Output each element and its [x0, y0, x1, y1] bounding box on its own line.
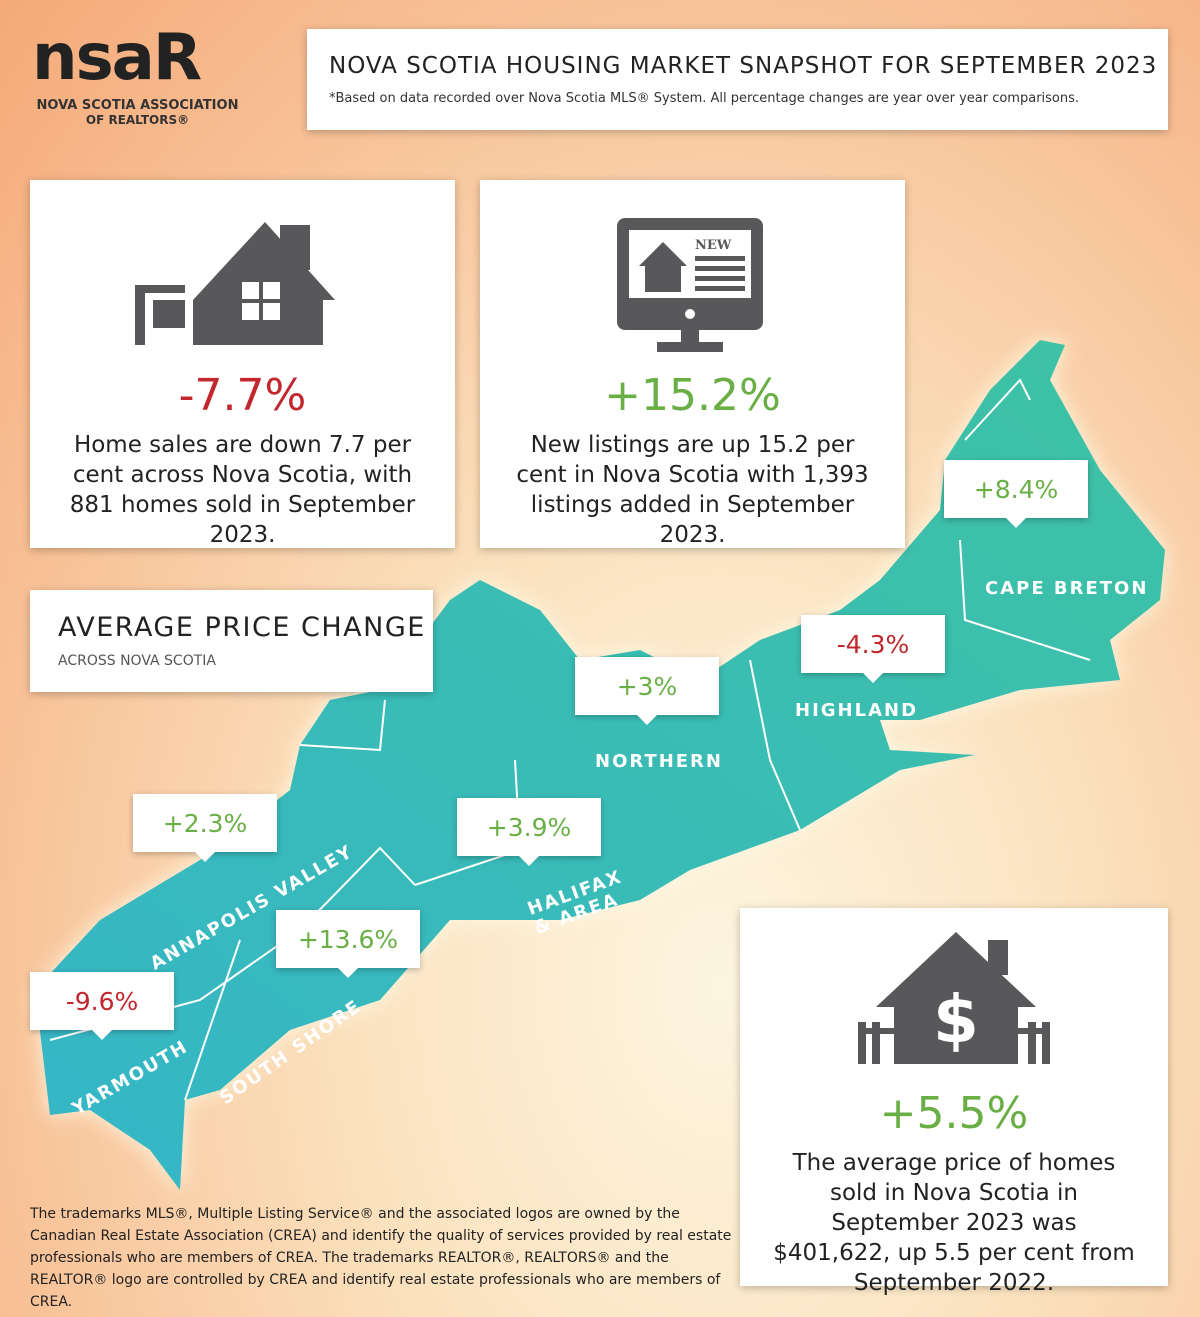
- region-name: NORTHERN: [595, 751, 723, 772]
- stat-text: Home sales are down 7.7 per cent across …: [69, 432, 416, 548]
- stat-card: -7.7% Home sales are down 7.7 per cent a…: [30, 180, 455, 548]
- svg-text:NEW: NEW: [695, 238, 732, 253]
- region-change: +8.4%: [944, 460, 1088, 528]
- region-change: -9.6%: [30, 972, 174, 1040]
- stat-value: +15.2%: [604, 370, 781, 421]
- region-change: +3.9%: [457, 798, 601, 866]
- logo-name: OF REALTORS®: [85, 113, 190, 127]
- logo-name: NOVA SCOTIA ASSOCIATION: [36, 98, 239, 113]
- price-icon: $: [858, 932, 1050, 1064]
- stat-value: -7.7%: [178, 370, 307, 421]
- region-change: +3%: [575, 657, 719, 725]
- region-name: HIGHLAND: [795, 700, 919, 721]
- region-name: CAPE BRETON: [985, 578, 1149, 599]
- region-change: -4.3%: [801, 615, 945, 683]
- header: NOVA SCOTIA HOUSING MARKET SNAPSHOT FOR …: [307, 29, 1168, 130]
- svg-text:$: $: [933, 981, 979, 1058]
- logo-wordmark: nsaR: [32, 21, 202, 95]
- stat-text: The average price of homes sold in Nova …: [773, 1150, 1135, 1296]
- house-icon: [135, 222, 335, 345]
- section-title: AVERAGE PRICE CHANGE: [58, 612, 426, 643]
- disclaimer: The trademarks MLS®, Multiple Listing Se…: [30, 1206, 732, 1310]
- nova-scotia-map: [35, 340, 1165, 1190]
- region-change: +13.6%: [276, 910, 420, 978]
- header-title: NOVA SCOTIA HOUSING MARKET SNAPSHOT FOR …: [329, 53, 1158, 79]
- stat-card: $ +5.5% The average price of homes sold …: [740, 908, 1168, 1296]
- header-note: *Based on data recorded over Nova Scotia…: [329, 91, 1080, 106]
- logo: nsaR NOVA SCOTIA ASSOCIATION OF REALTORS…: [30, 18, 270, 127]
- monitor-icon: NEW: [617, 218, 763, 352]
- section-box: AVERAGE PRICE CHANGE ACROSS NOVA SCOTIA: [30, 590, 433, 692]
- stat-value: +5.5%: [879, 1088, 1029, 1139]
- stat-text: New listings are up 15.2 per cent in Nov…: [516, 432, 869, 548]
- stat-card: NEW +15.2% New listings are up 15.2 per …: [480, 180, 905, 548]
- section-subtitle: ACROSS NOVA SCOTIA: [58, 653, 216, 669]
- region-change: +2.3%: [133, 794, 277, 862]
